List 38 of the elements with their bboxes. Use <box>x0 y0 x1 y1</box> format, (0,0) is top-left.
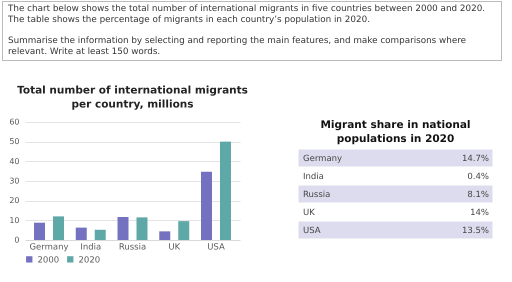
category-label: Russia <box>303 190 330 200</box>
text: 13.5% <box>462 226 489 236</box>
y-tick-label: 50 <box>9 137 20 146</box>
y-tick-label: 20 <box>9 196 20 206</box>
text: Summarise the information by selecting and reporting the main features, and make comparisons where relevant. Write at least 150 words. <box>8 36 468 58</box>
text: The chart below shows the total number of international migrants in five countries between 2000 and 2020. The table shows the percentage of migrants in each country’s population in 2020. <box>8 4 486 26</box>
bar <box>220 142 231 240</box>
bar <box>118 216 129 240</box>
text: 14% <box>470 208 489 218</box>
legend-label: 2000 <box>38 255 60 266</box>
bar <box>34 222 46 240</box>
category-label: USA <box>303 226 321 236</box>
x-tick-label: India <box>80 242 102 252</box>
y-tick-label: 0 <box>14 236 20 244</box>
text: 8.1% <box>467 190 489 200</box>
x-tick-label: Russia <box>118 242 146 252</box>
x-tick-label: UK <box>168 242 181 252</box>
bar <box>94 230 106 240</box>
x-tick-label: Germany <box>29 242 69 252</box>
bar <box>52 216 64 240</box>
bar <box>76 228 87 240</box>
x-tick-label: USA <box>207 242 225 252</box>
bar <box>201 172 212 240</box>
text: 0.4% <box>467 172 489 182</box>
y-tick-label: 30 <box>9 176 20 186</box>
category-label: India <box>303 172 324 182</box>
y-tick-label: 10 <box>9 216 20 225</box>
bar <box>159 231 170 240</box>
bar <box>136 217 148 240</box>
category-label: Germany <box>303 154 342 164</box>
category-label: UK <box>303 208 316 218</box>
y-tick-label: 60 <box>9 118 20 126</box>
text: Migrant share in national populations in 2020 <box>320 119 471 145</box>
bar <box>178 221 190 240</box>
y-tick-label: 40 <box>9 156 20 166</box>
chart-title: Total number of international migrants per country, millions <box>17 84 248 110</box>
text: 14.7% <box>462 154 489 164</box>
legend-label: 2020 <box>78 255 100 266</box>
